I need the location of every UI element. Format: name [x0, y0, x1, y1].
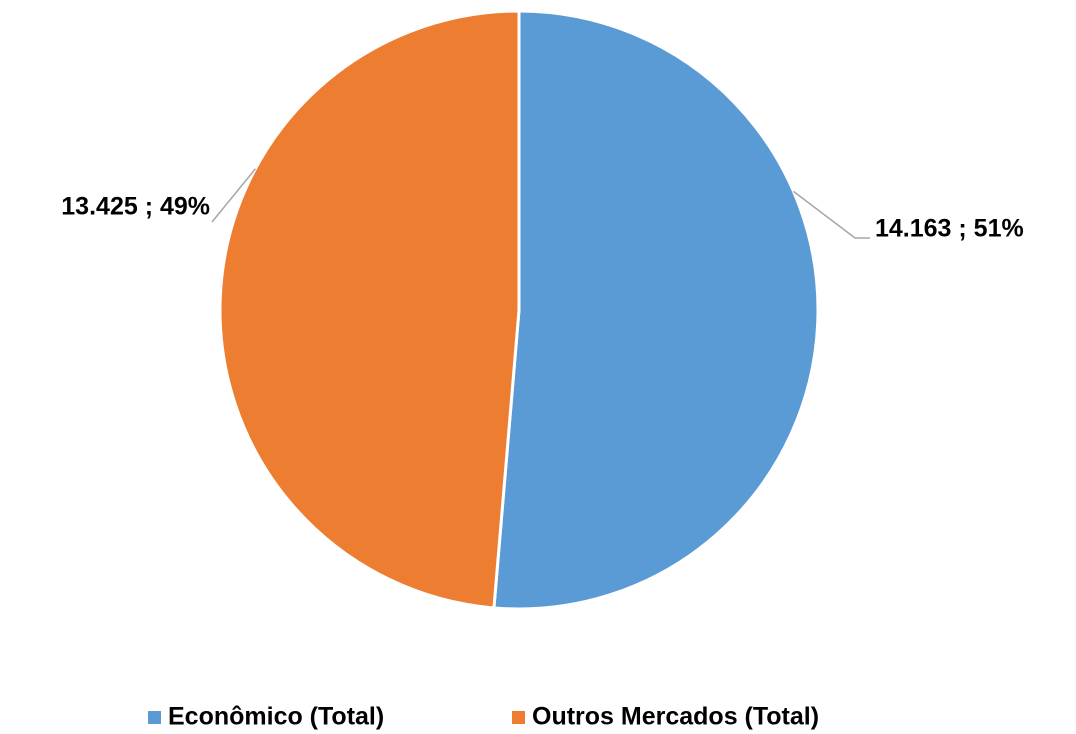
- legend-swatch: [148, 711, 161, 724]
- pie-slice: [492, 9, 820, 611]
- data-label: 13.425 ; 49%: [61, 193, 210, 221]
- pie-slice: [218, 9, 521, 610]
- legend-label: Econômico (Total): [168, 703, 384, 731]
- data-label: 14.163 ; 51%: [875, 215, 1024, 243]
- leader-line: [793, 190, 870, 239]
- legend-swatch: [512, 711, 525, 724]
- legend-label: Outros Mercados (Total): [532, 703, 819, 731]
- leader-line: [211, 168, 257, 223]
